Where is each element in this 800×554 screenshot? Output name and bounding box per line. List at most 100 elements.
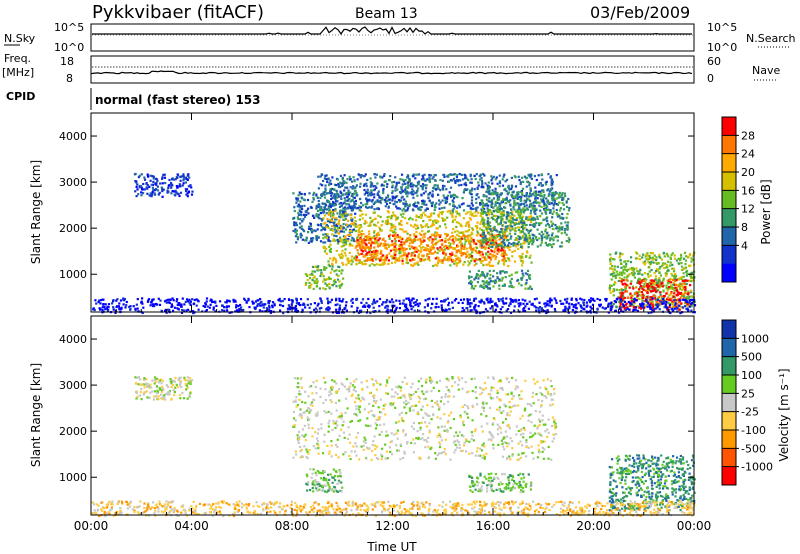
echo-cell	[169, 181, 173, 185]
echo-cell	[332, 238, 335, 241]
echo-cell	[649, 296, 652, 299]
echo-cell	[529, 176, 532, 179]
echo-cell	[630, 301, 633, 304]
echo-cell	[400, 173, 404, 176]
echo-cell	[129, 308, 132, 311]
echo-cell	[337, 195, 340, 198]
echo-cell	[627, 296, 630, 299]
echo-cell	[135, 303, 138, 306]
echo-cell	[532, 191, 535, 194]
echo-cell	[547, 202, 550, 205]
echo-cell	[372, 253, 375, 256]
echo-cell	[341, 282, 344, 286]
echo-cell	[387, 309, 390, 312]
echo-cell	[431, 252, 434, 255]
echo-cell	[398, 259, 401, 262]
echo-cell	[416, 194, 419, 197]
echo-cell	[341, 184, 344, 187]
echo-cell	[679, 299, 682, 302]
echo-cell	[186, 192, 189, 195]
echo-cell	[520, 209, 523, 212]
echo-cell	[436, 247, 439, 250]
echo-cell	[408, 298, 411, 302]
echo-cell	[495, 176, 498, 179]
echo-cell	[558, 229, 561, 232]
echo-cell	[655, 270, 658, 273]
echo-cell	[344, 212, 347, 215]
echo-cell	[417, 201, 420, 204]
echo-cell	[679, 282, 682, 285]
echo-cell	[317, 213, 321, 216]
echo-cell	[657, 278, 660, 281]
echo-cell	[520, 220, 523, 223]
echo-cell	[448, 203, 451, 206]
echo-cell	[387, 194, 390, 197]
echo-cell	[522, 227, 525, 231]
echo-cell	[469, 218, 472, 221]
echo-cell	[342, 277, 345, 280]
echo-cell	[382, 244, 385, 247]
echo-cell	[379, 229, 382, 232]
echo-cell	[179, 179, 182, 182]
echo-cell	[124, 306, 127, 309]
echo-cell	[508, 304, 511, 307]
echo-cell	[487, 232, 490, 235]
echo-cell	[641, 287, 644, 290]
echo-cell	[525, 281, 528, 285]
echo-cell	[453, 299, 456, 302]
echo-cell	[211, 300, 214, 304]
echo-cell	[488, 208, 491, 212]
echo-cell	[526, 219, 529, 222]
echo-cell	[649, 307, 652, 310]
echo-cell	[128, 305, 131, 309]
echo-cell	[674, 275, 678, 278]
echo-cell	[353, 216, 356, 219]
echo-cell	[540, 310, 543, 313]
echo-cell	[669, 311, 672, 315]
echo-cell	[364, 235, 367, 238]
echo-cell	[435, 202, 438, 205]
echo-cell	[530, 194, 533, 197]
echo-cell	[556, 213, 559, 216]
echo-cell	[293, 209, 296, 213]
echo-cell	[440, 248, 443, 251]
echo-cell	[517, 202, 520, 205]
echo-cell	[425, 203, 428, 206]
echo-cell	[650, 260, 653, 264]
echo-cell	[670, 284, 673, 287]
echo-cell	[610, 278, 613, 281]
echo-cell	[469, 189, 472, 192]
echo-cell	[644, 297, 647, 300]
echo-cell	[673, 278, 677, 281]
echo-cell	[508, 285, 511, 288]
echo-cell	[613, 268, 616, 271]
echo-cell	[452, 227, 455, 231]
echo-cell	[495, 229, 498, 232]
echo-cell	[296, 216, 299, 219]
echo-cell	[548, 304, 551, 307]
echo-cell	[460, 252, 463, 255]
echo-cell	[492, 190, 495, 193]
echo-cell	[389, 229, 392, 232]
echo-cell	[566, 226, 569, 229]
echo-cell	[372, 301, 375, 304]
echo-cell	[671, 267, 674, 270]
echo-cell	[467, 275, 471, 278]
echo-cell	[459, 239, 462, 242]
echo-cell	[451, 216, 454, 219]
nave-tick-top: 60	[707, 55, 721, 68]
echo-cell	[412, 173, 415, 176]
echo-cell	[641, 273, 644, 276]
echo-cell	[347, 259, 350, 262]
echo-cell	[501, 259, 504, 262]
echo-cell	[551, 194, 554, 197]
echo-cell	[484, 246, 488, 249]
echo-cell	[647, 275, 650, 278]
echo-cell	[454, 215, 457, 218]
echo-cell	[462, 263, 465, 266]
echo-cell	[403, 243, 406, 246]
echo-cell	[550, 202, 553, 205]
echo-cell	[184, 188, 187, 191]
echo-cell	[392, 211, 395, 214]
